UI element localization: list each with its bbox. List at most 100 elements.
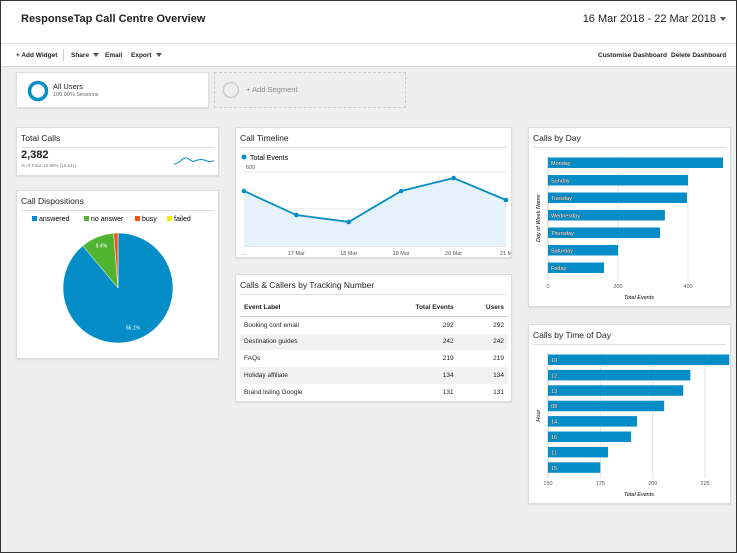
pie-chart: answered no answer busy failed 85.1% 9.4%: [32, 216, 191, 344]
day-card: Calls by Day 0 200 400 Monday Sunday Tuesday W…: [528, 127, 731, 307]
table-cell: Holiday affiliate: [240, 367, 369, 384]
segment-detail: 100.00% Sessions: [53, 92, 99, 98]
rule: [240, 147, 507, 148]
x-tick-label: 19 Mar: [393, 251, 410, 257]
area: [244, 178, 506, 246]
card-title: Calls by Time of Day: [533, 330, 611, 340]
segment-ring: [27, 80, 49, 102]
time-card: Calls by Time of Day 150 175 200 225 10 12 13 0…: [528, 324, 731, 504]
bar: [548, 262, 604, 273]
table: Event Label Total Events Users Booking conf…: [240, 299, 508, 401]
table-cell: 242: [457, 333, 508, 351]
category-label: Monday: [551, 161, 571, 167]
category-label: Tuesday: [551, 196, 572, 202]
customise[interactable]: Customise Dashboard: [598, 52, 667, 59]
x-tick-label: 200: [648, 481, 657, 487]
add-widget[interactable]: + Add Widget: [16, 52, 58, 59]
legend-label: no answer: [91, 216, 124, 223]
legend-label: failed: [174, 216, 191, 223]
category-label: Friday: [551, 266, 567, 272]
add-segment-text: + Add Segment: [246, 85, 298, 94]
x-tick-label: 225: [700, 481, 709, 487]
date-text: 16 Mar 2018 - 22 Mar 2018: [582, 13, 716, 25]
bar-chart: 0 200 400 Monday Sunday Tuesday Wednesday Thurs…: [536, 156, 723, 301]
legend-label: answered: [39, 216, 69, 223]
table-cell: 292: [493, 321, 504, 329]
share[interactable]: Share: [71, 52, 100, 59]
bar: [548, 192, 687, 203]
table-card: Calls & Callers by Tracking Number Event…: [235, 274, 512, 402]
x-tick-label: 18 Mar: [340, 251, 357, 257]
segment[interactable]: All Users 100.00% Sessions: [16, 72, 209, 108]
dispositions-card: Call Dispositions answered no answer busy f…: [16, 190, 219, 359]
category-label: 11: [551, 450, 557, 456]
category-label: Thursday: [551, 231, 574, 237]
bar: [548, 157, 723, 168]
category-label: 16: [551, 435, 557, 441]
rule: [533, 344, 726, 345]
bar: [548, 400, 665, 412]
category-label: 12: [551, 373, 557, 379]
date-range[interactable]: 16 Mar 2018 - 22 Mar 2018: [583, 13, 726, 25]
table-row: Holiday affiliate 134 134: [240, 367, 508, 384]
bar: [548, 369, 691, 381]
x-tick-label: 150: [543, 481, 552, 487]
x-tick-label: 200: [613, 284, 622, 290]
x-tick-label: 400: [683, 284, 692, 290]
y-axis-label: Hour: [536, 408, 542, 421]
x-tick-label: 21 M: [500, 251, 511, 257]
table-row: FAQs 219 219: [240, 350, 508, 367]
separator: [63, 49, 64, 61]
table-cell: 242: [368, 333, 458, 351]
category-label: 13: [551, 389, 557, 395]
bar-chart: 150 175 200 225 10 12 13 09 14 16 11 15 Total Events…: [536, 353, 730, 498]
bar: [548, 385, 684, 396]
bar: [548, 245, 618, 256]
table-row: Destination guides 242 242: [240, 333, 508, 351]
bar: [548, 462, 601, 473]
category-label: Sunday: [551, 179, 570, 185]
caret: [720, 17, 726, 22]
table-cell: 219: [493, 355, 504, 363]
x-tick-label: 175: [596, 481, 605, 487]
table-cell: Booking conf email: [244, 321, 299, 329]
card-title: Calls by Day: [533, 133, 581, 143]
x-tick-label: 20 Mar: [445, 251, 462, 257]
segment-name: All Users: [53, 82, 84, 91]
export[interactable]: Export: [131, 52, 162, 59]
legend-dot: [241, 154, 247, 160]
slice-label: 85.1%: [126, 325, 141, 331]
point: [503, 197, 509, 203]
y-axis-label: Day of Week Name: [536, 194, 542, 242]
email[interactable]: Email: [105, 52, 123, 59]
bar: [548, 354, 730, 365]
legend-label: busy: [142, 216, 157, 223]
table-cell: 219: [442, 355, 454, 363]
header-row: Event Label Total Events Users: [240, 299, 508, 317]
rule: [21, 210, 214, 211]
delete[interactable]: Delete Dashboard: [671, 52, 727, 59]
bar: [548, 446, 609, 458]
x-tick-label: 0: [546, 284, 549, 290]
card-title: Total Calls: [21, 133, 61, 143]
category-label: 15: [551, 466, 557, 472]
caret: [155, 53, 162, 58]
table-cell: Destination guides: [240, 333, 369, 351]
card-title: Call Timeline: [240, 133, 289, 143]
category-label: Wednesday: [551, 214, 580, 220]
table-cell: 292: [442, 321, 454, 329]
metric: 2,382: [21, 149, 49, 161]
slice-label: 9.4%: [96, 243, 108, 249]
legend-swatch: [135, 216, 140, 221]
category-label: 09: [551, 404, 557, 410]
point: [398, 188, 404, 194]
column-header: Total Events: [368, 299, 458, 317]
table-cell: 131: [442, 388, 454, 396]
rule: [533, 147, 726, 148]
add-segment[interactable]: + Add Segment: [214, 72, 406, 108]
table-row: Booking conf email 292 292: [240, 316, 508, 333]
line: [243, 177, 507, 223]
bar: [548, 210, 665, 221]
